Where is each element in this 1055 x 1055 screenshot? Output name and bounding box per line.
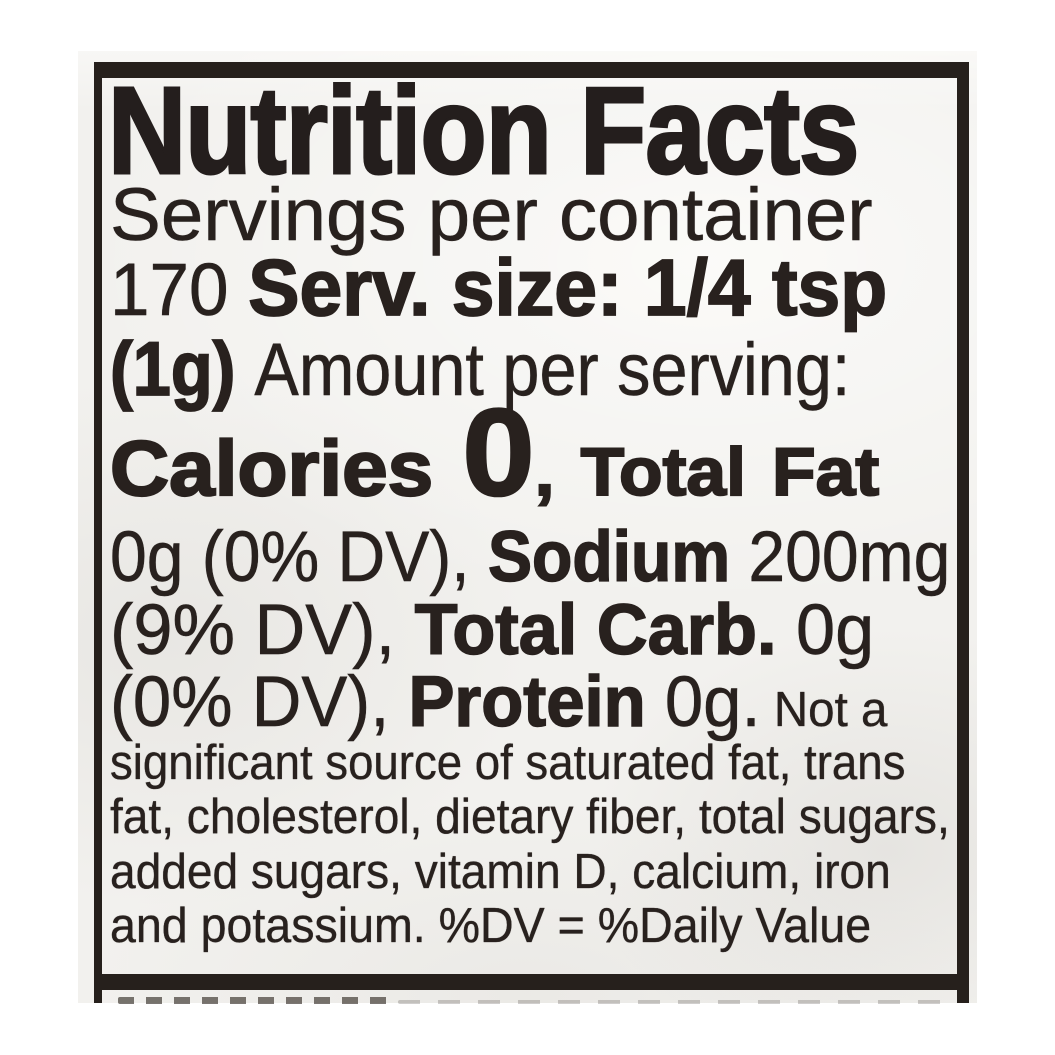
protein-line: (0% DV), Protein 0g. Not a xyxy=(110,666,888,739)
nutrition-facts-box xyxy=(94,62,969,990)
sodium-label: Sodium xyxy=(487,518,731,597)
disclaimer-start: Not a xyxy=(760,683,888,737)
servings-per-container-label: Servings per container xyxy=(110,173,873,256)
disclaimer-text-3: fat, cholesterol, dietary fiber, total s… xyxy=(110,790,950,844)
protein-value: 0g. xyxy=(645,663,761,742)
title-text: Nutrition Facts xyxy=(107,63,861,200)
disclaimer-line-3: fat, cholesterol, dietary fiber, total s… xyxy=(110,790,950,844)
amount-per-serving-line: (1g) Amount per serving: xyxy=(109,331,850,409)
nutrition-facts-title: Nutrition Facts xyxy=(107,69,861,195)
calories-value: 0 xyxy=(461,384,536,522)
total-fat-value-dv: 0g (0% DV), xyxy=(110,518,488,597)
servings-count-value: 170 xyxy=(110,248,249,331)
disclaimer-text-2: significant source of saturated fat, tra… xyxy=(110,736,906,790)
serving-weight-value: (1g) xyxy=(109,327,255,412)
calories-label: Calories xyxy=(109,424,463,512)
disclaimer-text-4: added sugars, vitamin D, calcium, iron xyxy=(110,845,891,899)
lower-box-left-border xyxy=(94,990,102,1003)
label-paper: Nutrition Facts Servings per container 1… xyxy=(78,51,977,1004)
total-carb-line: (9% DV), Total Carb. 0g xyxy=(110,594,875,667)
disclaimer-line-5: and potassium. %DV = %Daily Value xyxy=(110,899,872,953)
calories-line: Calories 0, Total Fat xyxy=(109,390,881,516)
calories-separator: , xyxy=(534,434,581,510)
disclaimer-line-4: added sugars, vitamin D, calcium, iron xyxy=(110,845,891,899)
cropped-text-hint-faint xyxy=(398,1000,943,1004)
servings-per-container-line: Servings per container xyxy=(110,177,873,252)
cropped-text-hint xyxy=(118,997,388,1004)
sodium-dv: (9% DV), xyxy=(110,591,415,670)
disclaimer-line-2: significant source of saturated fat, tra… xyxy=(110,736,906,790)
total-carb-dv: (0% DV), xyxy=(110,663,409,742)
total-carb-label: Total Carb. xyxy=(414,591,777,670)
disclaimer-text-5: and potassium. %DV = %Daily Value xyxy=(110,899,872,953)
serving-size-line: 170 Serv. size: 1/4 tsp xyxy=(110,247,888,331)
total-fat-label: Total Fat xyxy=(580,434,881,510)
sodium-value: 200mg xyxy=(730,518,951,597)
sodium-line: 0g (0% DV), Sodium 200mg xyxy=(110,521,951,594)
amount-per-serving-label: Amount per serving: xyxy=(254,328,851,411)
serving-size-label: Serv. size: 1/4 tsp xyxy=(247,243,888,332)
total-carb-value: 0g xyxy=(776,591,875,670)
lower-box-right-border xyxy=(957,990,969,1003)
protein-label: Protein xyxy=(408,663,647,742)
